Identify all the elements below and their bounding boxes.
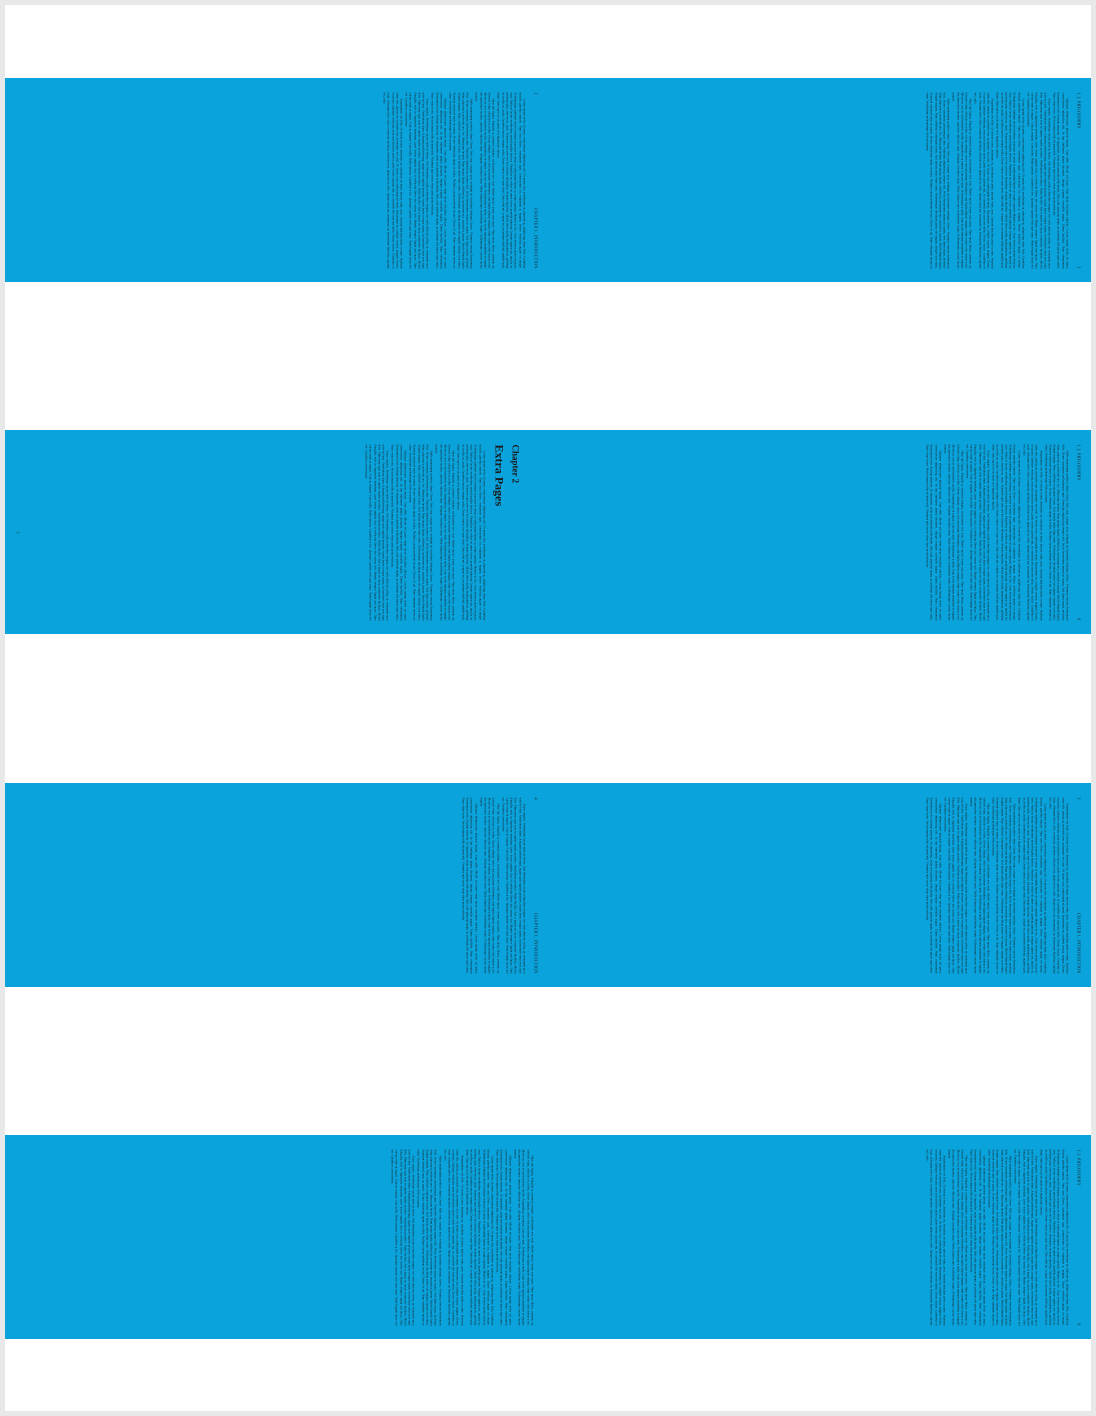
paragraph: Suspendisse vel felis. Ut lorem lorem, i…	[973, 92, 995, 268]
paragraph: Quisque ullamcorper placerat ipsum. Cras…	[430, 92, 448, 268]
page-number: 3	[1076, 265, 1081, 268]
body-text: Nulla malesuada porttitor diam. Donec fe…	[566, 444, 1069, 620]
page-spread-3: 4 CHAPTER 1. INTRODUCTION Fusce mauris. …	[5, 783, 1091, 987]
running-header: 2 CHAPTER 1. INTRODUCTION	[1076, 797, 1081, 973]
paragraph: Nulla malesuada porttitor diam. Donec fe…	[407, 444, 434, 620]
paragraph: Quisque ullamcorper placerat ipsum. Cras…	[495, 1149, 513, 1325]
paragraph: Quisque ullamcorper placerat ipsum. Cras…	[925, 797, 942, 973]
running-header: 1.1. PHILOSOPHY 6	[1076, 444, 1081, 620]
page-7: 2 CHAPTER 1. INTRODUCTION Suspendisse ve…	[548, 783, 1091, 987]
paragraph: Nulla malesuada porttitor diam. Donec fe…	[986, 1149, 1013, 1325]
page-4: 4 CHAPTER 1. INTRODUCTION Fusce mauris. …	[5, 783, 548, 987]
running-header: 1.1. PHILOSOPHY 3	[1076, 92, 1081, 268]
paragraph: Nam dui ligula, fringilla a, euismod sod…	[474, 92, 496, 268]
paragraph: Fusce mauris. Vestibulum luctus nibh at …	[363, 444, 390, 620]
page-spread-4: Nam dui ligula, fringilla a, euismod sod…	[5, 1135, 1091, 1339]
page-number: 2	[533, 92, 538, 95]
paragraph: Quisque ullamcorper placerat ipsum. Cras…	[968, 1149, 986, 1325]
paragraph: Suspendisse vel felis. Ut lorem lorem, i…	[1047, 797, 1069, 973]
paragraph: Suspendisse vel felis. Ut lorem lorem, i…	[925, 1149, 947, 1325]
paragraph: Nulla malesuada porttitor diam. Donec fe…	[1043, 444, 1069, 620]
paragraph: Suspendisse vel felis. Ut lorem lorem, i…	[1021, 444, 1043, 620]
page-9: 1.1. PHILOSOPHY 9 Lorem ipsum dolor sit …	[548, 1135, 1091, 1339]
paragraph: Quisque ullamcorper placerat ipsum. Cras…	[925, 444, 942, 620]
paragraph: Nam dui ligula, fringilla a, euismod sod…	[434, 444, 456, 620]
chapter-heading: CHAPTER 1. INTRODUCTION	[533, 912, 538, 973]
page-number: 6	[1076, 617, 1081, 620]
paragraph: Nulla malesuada porttitor diam. Donec fe…	[990, 797, 1017, 973]
page-number: 9	[1076, 1322, 1081, 1325]
paragraph: Suspendisse vel felis. Ut lorem lorem, i…	[382, 92, 404, 268]
paragraph: Nulla malesuada porttitor diam. Donec fe…	[447, 92, 474, 268]
paragraph: Fusce mauris. Vestibulum luctus nibh at …	[403, 92, 430, 268]
paragraph: Nulla malesuada porttitor diam. Donec fe…	[416, 1149, 442, 1325]
paragraph: Lorem ipsum dolor sit amet, consectetuer…	[990, 444, 1021, 620]
paragraph: Nam dui ligula, fringilla a, euismod sod…	[942, 444, 964, 620]
paragraph: Nam dui ligula, fringilla a, euismod sod…	[512, 1149, 534, 1325]
paragraph: Quisque ullamcorper placerat ipsum. Cras…	[390, 444, 408, 620]
section-heading: 1.1. PHILOSOPHY	[1076, 1149, 1081, 1186]
page-8: Nam dui ligula, fringilla a, euismod sod…	[5, 1135, 548, 1339]
page-number: 4	[533, 797, 538, 800]
chapter-label: Chapter 2	[510, 444, 520, 483]
paragraph: Nam dui ligula, fringilla a, euismod sod…	[478, 797, 500, 973]
paragraph: Suspendisse vel felis. Ut lorem lorem, i…	[442, 1149, 464, 1325]
running-header: 2 CHAPTER 1. INTRODUCTION	[533, 92, 538, 268]
paragraph: Lorem ipsum dolor sit amet, consectetuer…	[496, 92, 526, 268]
chapter-heading: CHAPTER 1. INTRODUCTION	[533, 207, 538, 268]
paragraph: Lorem ipsum dolor sit amet, consectetuer…	[464, 1149, 495, 1325]
paragraph: Fusce mauris. Vestibulum luctus nibh at …	[500, 797, 526, 973]
paragraph: Lorem ipsum dolor sit amet, consectetuer…	[1039, 1149, 1069, 1325]
chapter-heading: CHAPTER 1. INTRODUCTION	[1076, 912, 1081, 973]
paragraph: Fusce mauris. Vestibulum luctus nibh at …	[964, 444, 991, 620]
section-heading: 1.1. PHILOSOPHY	[1076, 444, 1081, 481]
paragraph: Fusce mauris. Vestibulum luctus nibh at …	[942, 797, 969, 973]
paragraph: Quisque ullamcorper placerat ipsum. Cras…	[460, 797, 478, 973]
page-2: 2 CHAPTER 1. INTRODUCTION Lorem ipsum do…	[5, 78, 548, 282]
paragraph: Nam dui ligula, fringilla a, euismod sod…	[968, 797, 991, 973]
page-6: 1.1. PHILOSOPHY 6 Nulla malesuada portti…	[548, 430, 1091, 634]
page-number: 2	[1076, 797, 1081, 800]
paragraph: Lorem ipsum dolor sit amet, consectetuer…	[995, 92, 1026, 268]
body-text: Lorem ipsum dolor sit amet, consectetuer…	[566, 1149, 1069, 1325]
paragraph: Lorem ipsum dolor sit amet, consectetuer…	[456, 444, 486, 620]
page-5: Chapter 2 Extra Pages Lorem ipsum dolor …	[5, 430, 548, 634]
body-text: Nam dui ligula, fringilla a, euismod sod…	[23, 1149, 534, 1325]
running-header: 1.1. PHILOSOPHY 9	[1076, 1149, 1081, 1325]
paragraph: Quisque ullamcorper placerat ipsum. Cras…	[1052, 92, 1069, 268]
paragraph: Nam dui ligula, fringilla a, euismod sod…	[946, 1149, 969, 1325]
body-text: Lorem ipsum dolor sit amet, consectetuer…	[23, 92, 526, 268]
paragraph: Lorem ipsum dolor sit amet, consectetuer…	[1017, 797, 1048, 973]
paragraph: Fusce mauris. Vestibulum luctus nibh at …	[1025, 92, 1052, 268]
body-text: Quisque ullamcorper placerat ipsum. Cras…	[566, 92, 1069, 268]
page-number: 5	[15, 531, 20, 533]
body-text: Fusce mauris. Vestibulum luctus nibh at …	[255, 797, 526, 973]
page-3: 1.1. PHILOSOPHY 3 Quisque ullamcorper pl…	[548, 78, 1091, 282]
pdf-sheet: 2 CHAPTER 1. INTRODUCTION Lorem ipsum do…	[5, 5, 1091, 1411]
section-heading: 1.1. PHILOSOPHY	[1076, 92, 1081, 129]
paragraph: Fusce mauris. Vestibulum luctus nibh at …	[1012, 1149, 1039, 1325]
paragraph: Nulla malesuada porttitor diam. Donec fe…	[925, 92, 951, 268]
paragraph: Nam dui ligula, fringilla a, euismod sod…	[951, 92, 973, 268]
chapter-title: Extra Pages	[492, 444, 506, 506]
running-header: 4 CHAPTER 1. INTRODUCTION	[533, 797, 538, 973]
page-spread-1: 2 CHAPTER 1. INTRODUCTION Lorem ipsum do…	[5, 78, 1091, 282]
page-spread-2: Chapter 2 Extra Pages Lorem ipsum dolor …	[5, 430, 1091, 634]
body-text: Lorem ipsum dolor sit amet, consectetuer…	[23, 444, 486, 620]
body-text: Suspendisse vel felis. Ut lorem lorem, i…	[566, 797, 1069, 973]
paragraph: Fusce mauris. Vestibulum luctus nibh at …	[390, 1149, 416, 1325]
